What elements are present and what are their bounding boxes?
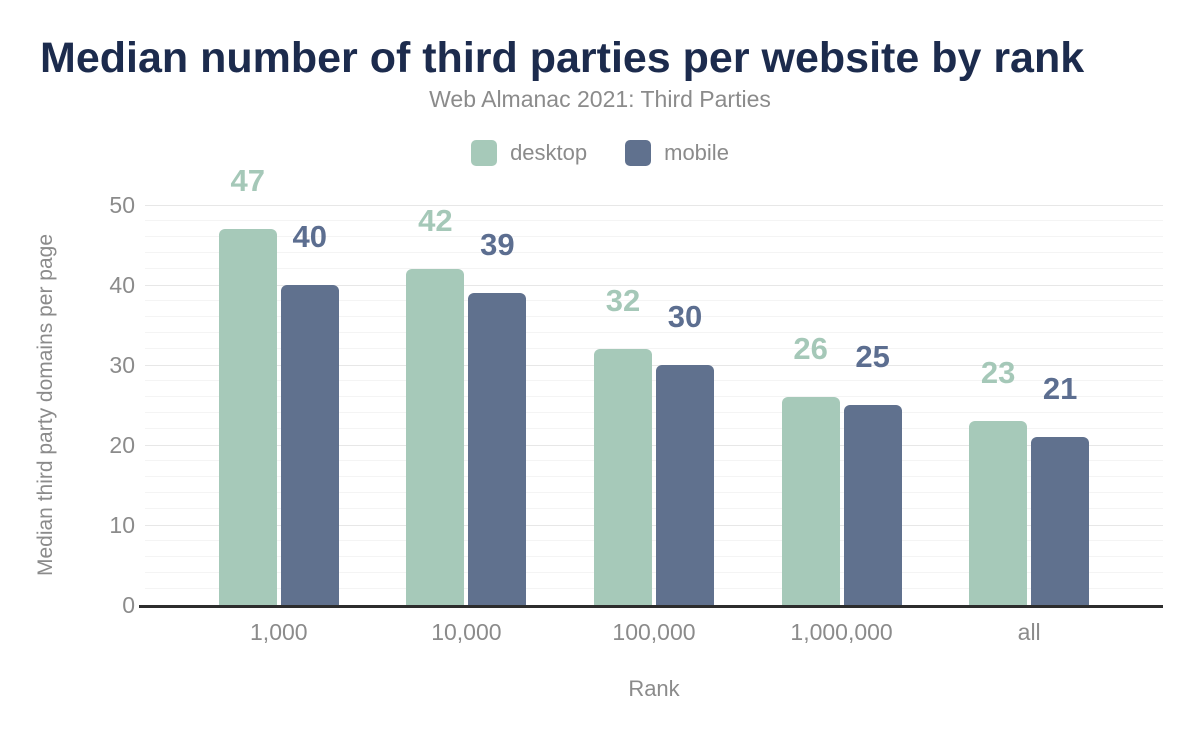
bar-group-1000000: 26 25: [748, 205, 936, 605]
bar-value-label: 21: [1042, 371, 1078, 406]
gridline-major: [145, 525, 1163, 526]
legend: desktop mobile: [0, 140, 1200, 166]
x-tick-label: 1,000: [250, 619, 308, 645]
gridline-major: [145, 365, 1163, 366]
x-tick-label: 1,000,000: [790, 619, 893, 645]
bar-value-label: 40: [292, 219, 328, 254]
bar-value-label: 30: [667, 299, 703, 334]
bar-mobile-all[interactable]: 21: [1031, 373, 1090, 605]
gridline-major: [145, 445, 1163, 446]
legend-item-mobile[interactable]: mobile: [625, 140, 729, 166]
bar-value-label: 42: [418, 203, 453, 238]
bar-mobile-10000[interactable]: 39: [468, 229, 527, 605]
bar-series-container: 47 40 42 39 32 30 26 25 23 21: [145, 165, 1163, 605]
gridline-minor: [145, 252, 1163, 253]
bar-value-label: 25: [855, 339, 890, 374]
gridline-minor: [145, 332, 1163, 333]
chart-subtitle: Web Almanac 2021: Third Parties: [429, 86, 771, 112]
gridline-minor: [145, 236, 1163, 237]
bar-desktop-10000[interactable]: 42: [406, 205, 465, 605]
gridline-minor: [145, 412, 1163, 413]
gridline-minor: [145, 588, 1163, 589]
gridline-minor: [145, 396, 1163, 397]
bar-value-label: 23: [980, 355, 1016, 390]
x-tick-label: all: [1017, 619, 1041, 645]
x-tick-label: 10,000: [431, 619, 502, 645]
y-tick-label: 10: [109, 512, 135, 538]
gridline-major: [145, 205, 1163, 206]
gridline-major: [145, 285, 1163, 286]
gridline-minor: [145, 316, 1163, 317]
gridline-minor: [145, 556, 1163, 557]
gridline-minor: [145, 380, 1163, 381]
bar-value-label: 47: [230, 163, 266, 198]
legend-label-desktop: desktop: [510, 140, 588, 165]
bar-mobile-1000000[interactable]: 25: [843, 341, 902, 605]
bar-group-10000: 42 39: [373, 205, 561, 605]
bar-desktop-100000[interactable]: 32: [593, 285, 652, 605]
x-axis-ticks: 1,000 10,000 100,000 1,000,000 all: [145, 619, 1163, 646]
x-axis-title: Rank: [628, 676, 680, 701]
x-tick-label: 100,000: [612, 619, 696, 645]
legend-swatch-desktop: [471, 140, 498, 166]
gridline-minor: [145, 508, 1163, 509]
legend-swatch-mobile: [625, 140, 652, 166]
bar-desktop-all[interactable]: 23: [969, 357, 1028, 605]
bar-value-label: 39: [480, 227, 515, 262]
gridline-minor: [145, 572, 1163, 573]
bar-value-label: 32: [605, 283, 641, 318]
legend-item-desktop[interactable]: desktop: [471, 140, 587, 166]
legend-label-mobile: mobile: [664, 140, 729, 165]
bar-value-label: 26: [793, 331, 828, 366]
gridline-minor: [145, 460, 1163, 461]
gridline-minor: [145, 348, 1163, 349]
bar-group-1000: 47 40: [185, 165, 373, 605]
bar-group-all: 23 21: [935, 205, 1123, 605]
bar-desktop-1000000[interactable]: 26: [781, 333, 840, 605]
bar-mobile-1000[interactable]: 40: [280, 221, 339, 605]
y-tick-label: 30: [109, 352, 135, 378]
gridline-minor: [145, 268, 1163, 269]
gridline-minor: [145, 476, 1163, 477]
gridline-minor: [145, 220, 1163, 221]
gridline-minor: [145, 492, 1163, 493]
bar-group-100000: 32 30: [560, 205, 748, 605]
y-tick-label: 50: [109, 192, 135, 218]
plot-area: 47 40 42 39 32 30 26 25 23 21: [145, 165, 1163, 605]
gridline-minor: [145, 300, 1163, 301]
y-tick-label: 20: [109, 432, 135, 458]
gridline-minor: [145, 428, 1163, 429]
y-tick-label: 40: [109, 272, 135, 298]
y-tick-label: 0: [122, 592, 135, 618]
gridline-minor: [145, 540, 1163, 541]
x-axis-line: [139, 605, 1163, 608]
bar-desktop-1000[interactable]: 47: [218, 165, 277, 605]
bar-mobile-100000[interactable]: 30: [655, 301, 714, 605]
chart-title: Median number of third parties per websi…: [40, 34, 1085, 82]
